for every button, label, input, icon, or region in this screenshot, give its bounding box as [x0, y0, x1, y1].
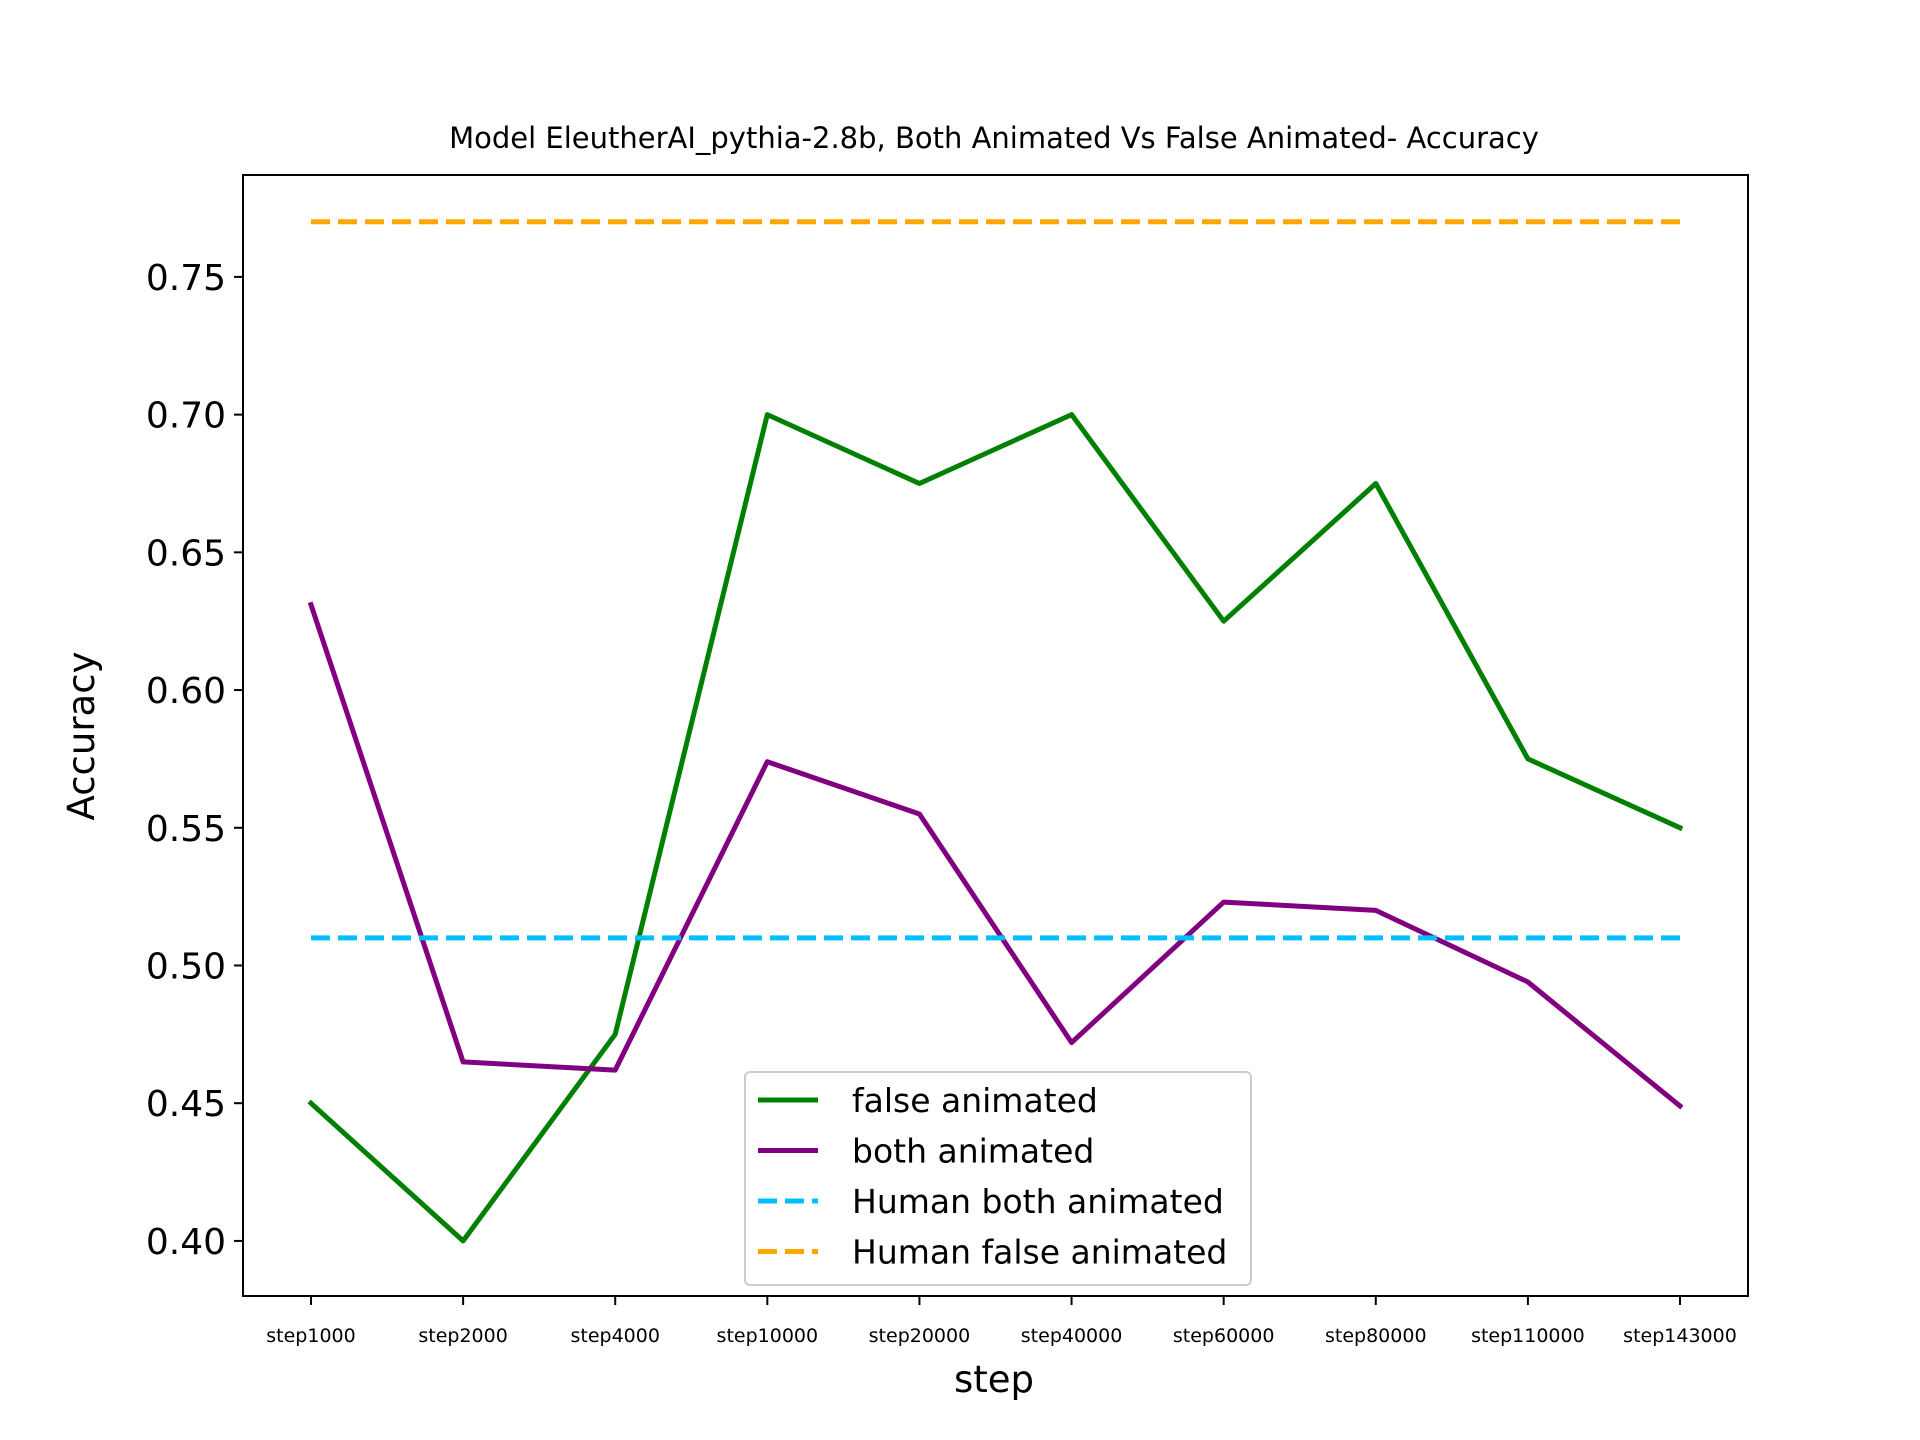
- x-tick-label: step110000: [1471, 1325, 1585, 1347]
- x-axis: step1000 step2000 step4000 step10000 step200…: [266, 1296, 1737, 1347]
- y-tick-label: 0.45: [146, 1084, 226, 1125]
- y-tick-label: 0.50: [146, 946, 226, 987]
- y-tick-label: 0.60: [146, 671, 226, 712]
- series-layer: [307, 219, 1684, 1244]
- y-tick-label: 0.65: [146, 533, 226, 574]
- legend-box: [744, 1071, 1252, 1286]
- series-line-false-animated: [307, 412, 1684, 1244]
- y-tick-label: 0.40: [146, 1222, 226, 1263]
- x-tick-label: step40000: [1021, 1325, 1123, 1347]
- x-tick-label: step143000: [1623, 1325, 1737, 1347]
- y-axis: 0.40 0.45 0.50 0.55 0.60 0.65 0.70 0.75: [146, 258, 243, 1263]
- x-tick-label: step2000: [418, 1325, 507, 1347]
- y-tick-label: 0.75: [146, 258, 226, 299]
- y-tick-label: 0.55: [146, 809, 226, 850]
- legend-label: false animated: [852, 1081, 1098, 1120]
- y-axis-label: Accuracy: [60, 652, 103, 821]
- y-tick-label: 0.70: [146, 396, 226, 437]
- legend-label: Human both animated: [852, 1182, 1224, 1221]
- x-tick-label: step80000: [1325, 1325, 1427, 1347]
- series-line-both-animated: [307, 601, 1684, 1110]
- legend-label: both animated: [852, 1132, 1094, 1171]
- plot-frame: [242, 174, 1749, 1297]
- x-axis-label: step: [954, 1358, 1034, 1401]
- x-tick-label: step4000: [570, 1325, 659, 1347]
- x-tick-label: step20000: [869, 1325, 971, 1347]
- x-tick-label: step60000: [1173, 1325, 1275, 1347]
- x-tick-label: step1000: [266, 1325, 355, 1347]
- chart-title: Model EleutherAI_pythia-2.8b, Both Anima…: [449, 121, 1539, 155]
- legend: false animated both animated Human both an…: [744, 1071, 1252, 1286]
- x-tick-label: step10000: [717, 1325, 819, 1347]
- legend-label: Human false animated: [852, 1233, 1227, 1272]
